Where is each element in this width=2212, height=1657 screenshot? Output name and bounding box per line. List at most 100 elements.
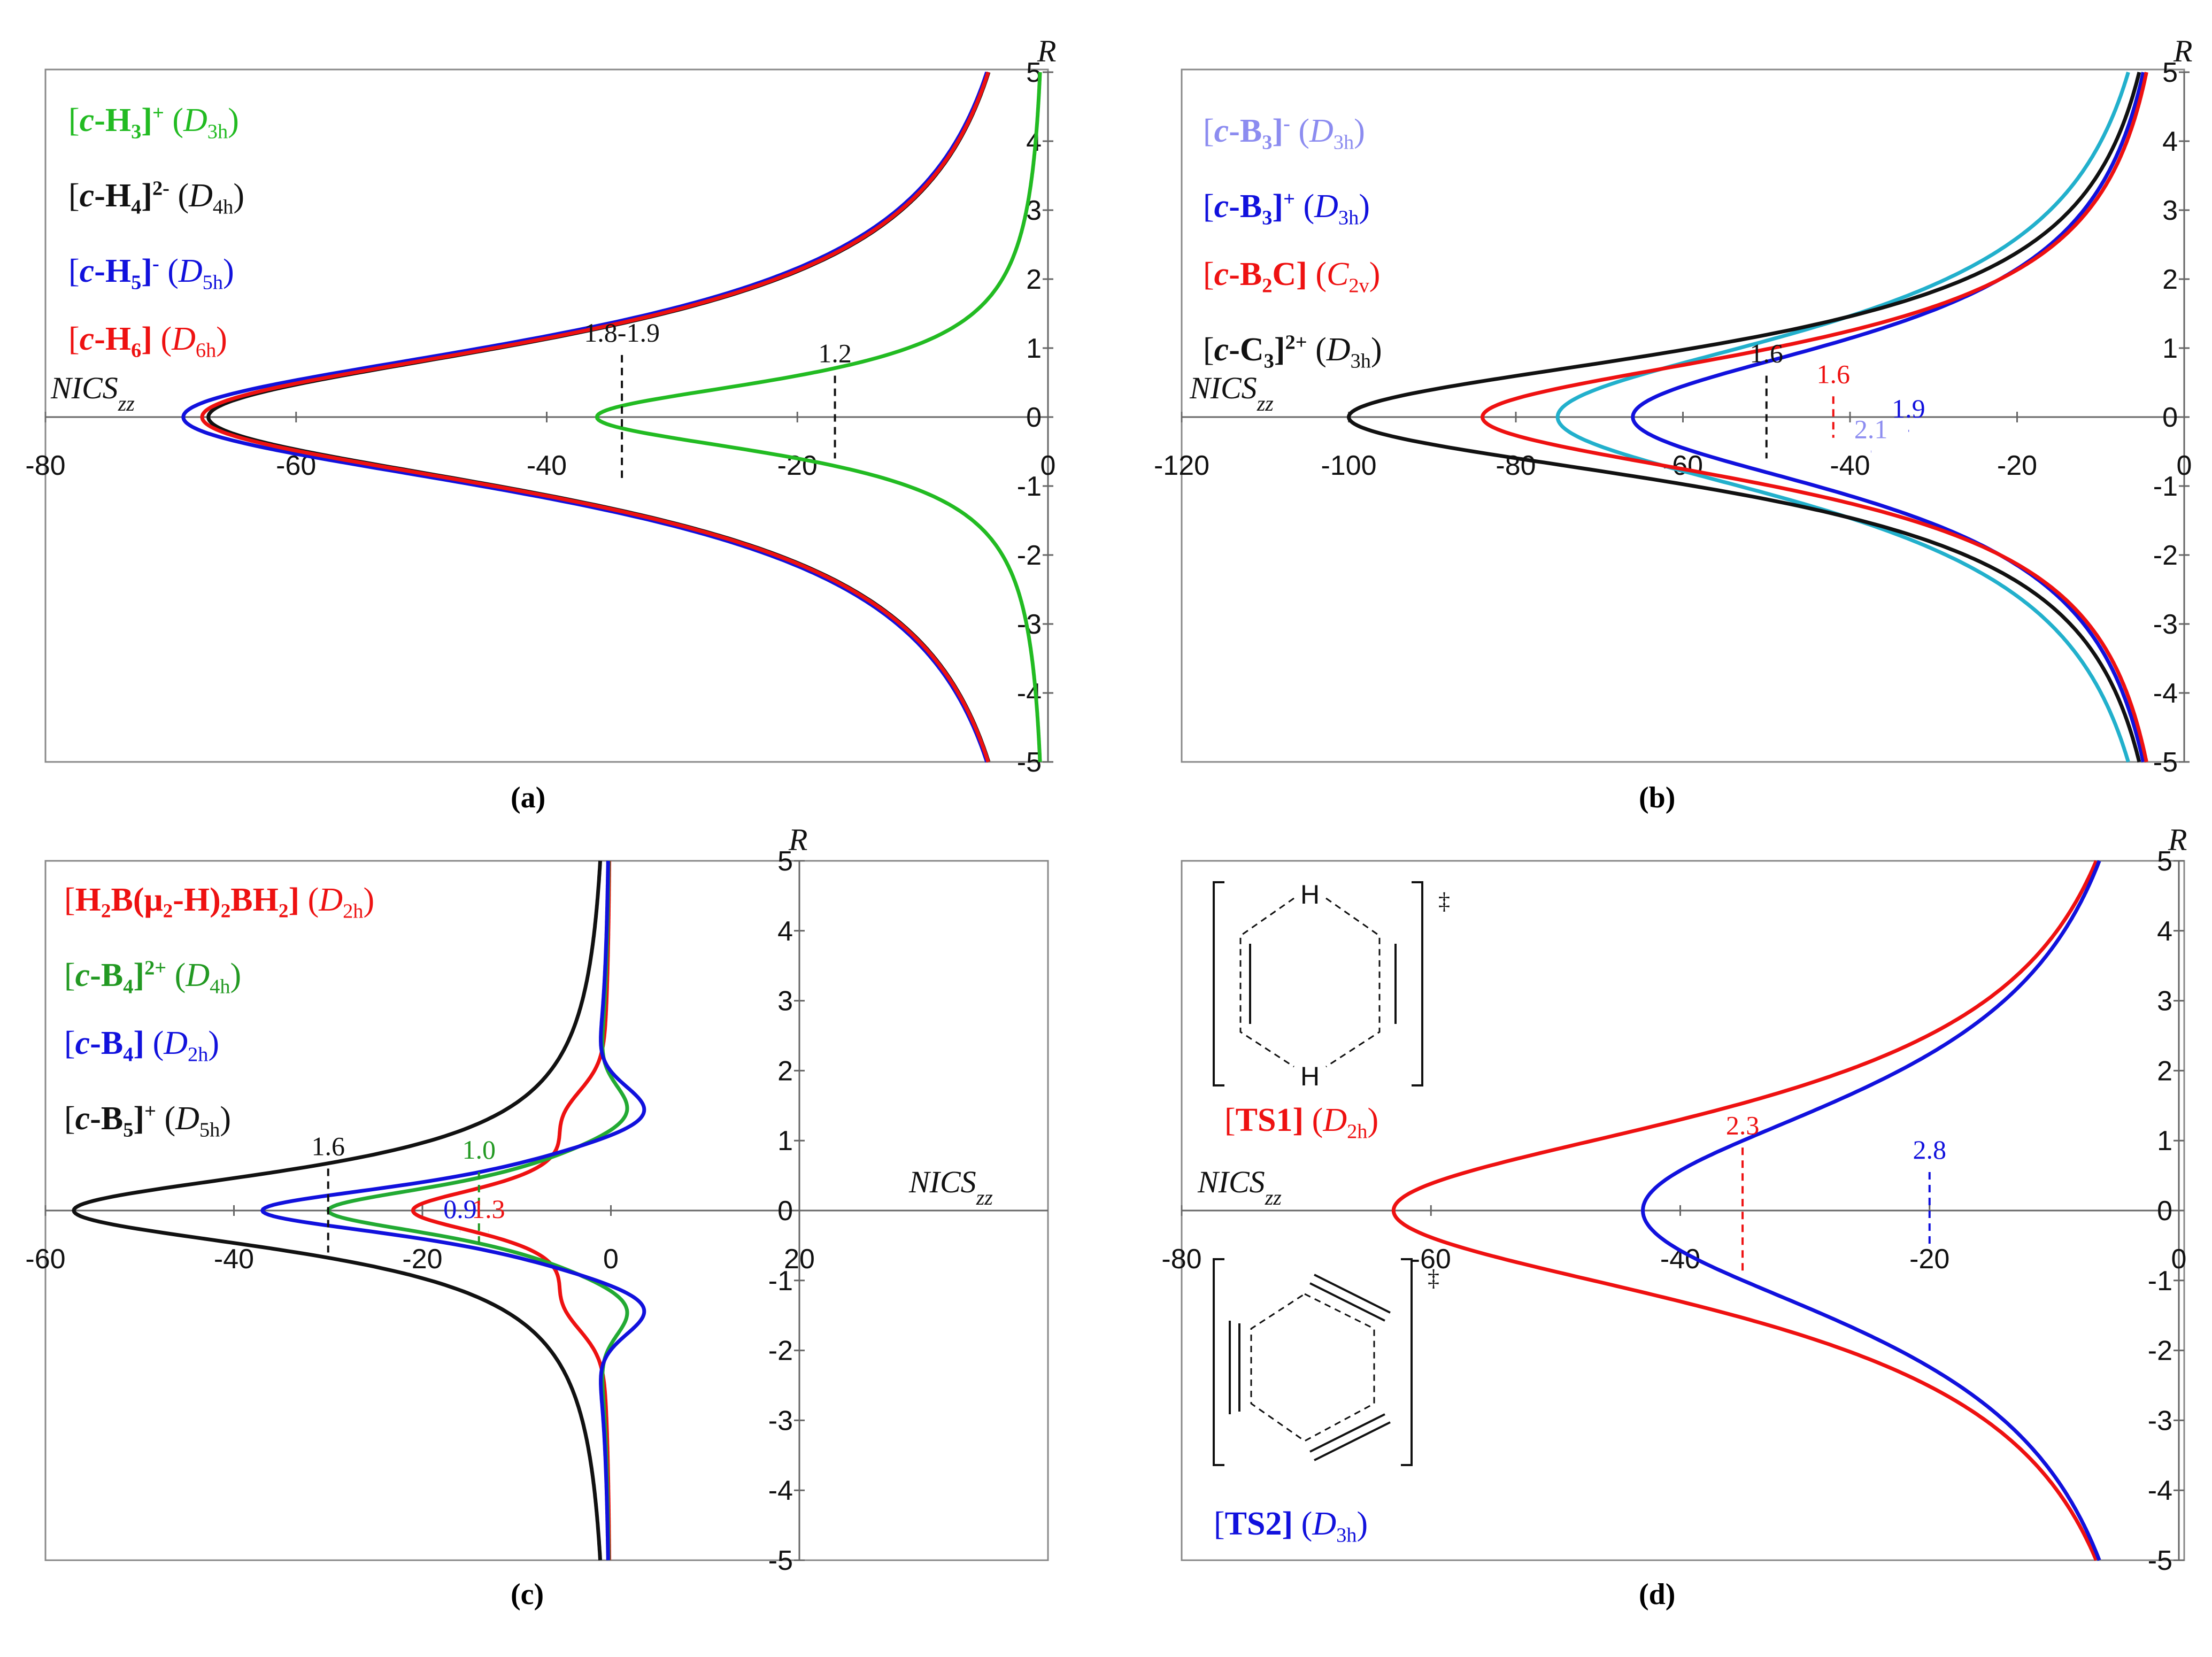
y-tick-label: 2 bbox=[777, 1055, 793, 1086]
y-tick-label: -3 bbox=[768, 1405, 793, 1436]
atom-h-top: H bbox=[1300, 880, 1320, 910]
legend-item: [c-H4]2- (D4h) bbox=[68, 177, 244, 219]
y-tick-label: -2 bbox=[2148, 1336, 2172, 1367]
y-tick-label: 2 bbox=[1026, 264, 1042, 295]
legend-item: [c-B5]+ (D5h) bbox=[64, 1100, 231, 1142]
legend-item: [H₂B(μ₂-H)₂BH₂] (D2h) bbox=[64, 882, 375, 923]
y-tick-label: -3 bbox=[2153, 609, 2178, 640]
series-line bbox=[1391, 860, 2098, 1561]
x-tick-label: 0 bbox=[603, 1244, 619, 1275]
dagger: ‡ bbox=[1428, 1265, 1439, 1291]
y-tick-label: -5 bbox=[768, 1545, 793, 1576]
y-tick-label: -2 bbox=[768, 1336, 793, 1367]
series-line bbox=[595, 72, 1042, 762]
y-axis-title: R bbox=[1037, 34, 1056, 68]
legend-item: [c-C3]2+ (D3h) bbox=[1203, 331, 1382, 373]
legend-item: [c-H6] (D6h) bbox=[68, 321, 227, 362]
x-tick-label: -20 bbox=[1997, 450, 2037, 481]
y-axis-title: R bbox=[788, 822, 807, 857]
y-tick-label: 3 bbox=[2157, 986, 2172, 1017]
caption-a: (a) bbox=[511, 781, 546, 814]
y-tick-label: 3 bbox=[777, 986, 793, 1017]
x-tick-label: -40 bbox=[1830, 450, 1870, 481]
y-tick-label: 5 bbox=[2157, 846, 2172, 877]
y-tick-label: 4 bbox=[2162, 126, 2178, 157]
series-line bbox=[1555, 71, 2130, 763]
ts2-bond-5 bbox=[1309, 1413, 1385, 1453]
y-tick-label: -1 bbox=[2153, 471, 2178, 502]
legend-item: [c-H3]+ (D3h) bbox=[68, 102, 239, 143]
y-tick-label: -5 bbox=[2148, 1545, 2172, 1576]
ts1-bonds-left bbox=[1239, 897, 1294, 1068]
y-tick-label: -1 bbox=[2148, 1266, 2172, 1297]
ts1-structure: ‡ H H bbox=[1213, 880, 1450, 1091]
y-tick-label: -4 bbox=[2153, 678, 2178, 709]
ts2-ring bbox=[1250, 1293, 1375, 1442]
y-tick-label: 1 bbox=[777, 1126, 793, 1157]
annotation-label: 1.6 bbox=[312, 1131, 345, 1161]
legend-item: [c-B4]2+ (D4h) bbox=[64, 957, 242, 998]
legend-item: [c-B2C] (C2v) bbox=[1203, 256, 1381, 297]
y-tick-label: 4 bbox=[2157, 916, 2172, 947]
y-tick-label: 3 bbox=[2162, 195, 2178, 226]
x-axis-title: NICSzz bbox=[50, 371, 135, 415]
legend-item: [c-H5]- (D5h) bbox=[68, 252, 234, 294]
bracket-left bbox=[1213, 881, 1224, 1086]
series-line bbox=[1641, 860, 2101, 1561]
x-tick-label: -100 bbox=[1321, 450, 1376, 481]
bracket-left bbox=[1213, 1258, 1224, 1466]
x-tick-label: 0 bbox=[2177, 450, 2192, 481]
series-line bbox=[1346, 72, 2141, 762]
dagger: ‡ bbox=[1438, 888, 1450, 914]
ts1-label: [TS1] (D2h) bbox=[1224, 1102, 1379, 1143]
annotation-label: 1.6 bbox=[1817, 359, 1851, 389]
bracket-right bbox=[1401, 1258, 1413, 1466]
atom-h-bottom: H bbox=[1300, 1061, 1320, 1091]
y-tick-label: 2 bbox=[2157, 1055, 2172, 1086]
legend-b: [c-B3]- (D3h) [c-B3]+ (D3h) [c-B2C] (C2v… bbox=[1203, 95, 1382, 390]
y-tick-label: 5 bbox=[777, 846, 793, 877]
bracket-right bbox=[1412, 881, 1423, 1086]
x-tick-label: -40 bbox=[527, 450, 567, 481]
x-tick-label: -20 bbox=[402, 1244, 442, 1275]
x-axis-title: NICSzz bbox=[908, 1165, 993, 1209]
legend-item: [c-B4] (D2h) bbox=[64, 1025, 220, 1066]
legend-c: [H₂B(μ₂-H)₂BH₂] (D2h) [c-B4]2+ (D4h) [c-… bbox=[64, 872, 374, 1159]
x-tick-label: 0 bbox=[1041, 450, 1056, 481]
y-tick-label: 0 bbox=[2162, 402, 2178, 433]
x-tick-label: -80 bbox=[25, 450, 65, 481]
annotation-label: 2.3 bbox=[1726, 1110, 1760, 1140]
y-tick-label: 1 bbox=[2157, 1126, 2172, 1157]
ts2-bond-3 bbox=[1309, 1282, 1385, 1322]
annotation-label: 2.8 bbox=[1913, 1135, 1947, 1165]
y-axis-title: R bbox=[2173, 34, 2192, 68]
series-line bbox=[200, 71, 990, 763]
y-tick-label: -4 bbox=[768, 1475, 793, 1506]
annotation-label: 1.9 bbox=[1892, 394, 1925, 423]
annotation-label: 2.1 bbox=[1854, 414, 1888, 444]
x-axis-title: NICSzz bbox=[1197, 1165, 1282, 1209]
x-tick-label: -80 bbox=[1161, 1244, 1201, 1275]
ts1-bonds-right bbox=[1325, 897, 1381, 1068]
y-tick-label: 0 bbox=[777, 1196, 793, 1227]
annotation-label: 1.0 bbox=[463, 1135, 496, 1165]
series-line bbox=[181, 71, 989, 763]
x-tick-label: 0 bbox=[2171, 1244, 2187, 1275]
y-tick-label: 5 bbox=[2162, 57, 2178, 88]
y-tick-label: 0 bbox=[1026, 402, 1042, 433]
caption-d: (d) bbox=[1639, 1578, 1676, 1611]
series-line bbox=[72, 860, 603, 1561]
series-line bbox=[1480, 72, 2148, 762]
y-tick-label: 1 bbox=[2162, 333, 2178, 364]
annotation-label: 1.8-1.9 bbox=[584, 318, 660, 348]
x-tick-label: -20 bbox=[1909, 1244, 1949, 1275]
series-line bbox=[1631, 72, 2145, 762]
y-axis-title: R bbox=[2168, 822, 2187, 857]
y-tick-label: 2 bbox=[2162, 264, 2178, 295]
y-tick-label: -5 bbox=[2153, 747, 2178, 778]
caption-b: (b) bbox=[1639, 781, 1676, 814]
